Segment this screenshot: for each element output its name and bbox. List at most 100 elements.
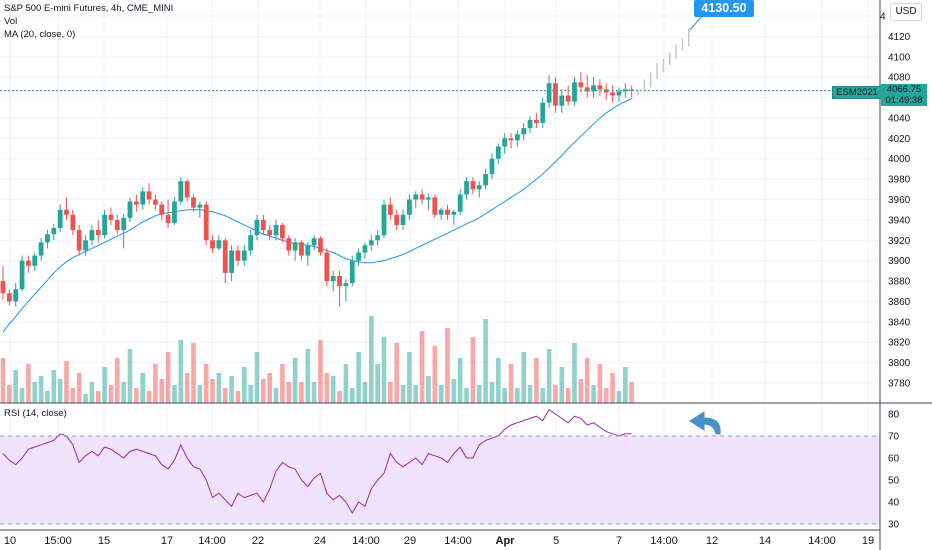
candle-body (349, 260, 355, 284)
candle-body (597, 85, 603, 90)
volume-bars (0, 316, 634, 403)
volume-bar (553, 385, 558, 403)
time-tick-label: 15 (98, 535, 110, 547)
volume-bar (451, 379, 457, 403)
candle-body (483, 174, 488, 186)
candle-body (165, 214, 171, 223)
candle-body (381, 204, 387, 236)
candle-body (565, 95, 571, 102)
candle-body (343, 283, 349, 287)
candle-body (311, 238, 317, 246)
price-tick-label: 3980 (888, 175, 911, 186)
candle-body (394, 214, 400, 225)
volume-bar (286, 382, 292, 403)
volume-bar (76, 373, 82, 403)
volume-bar (362, 382, 368, 403)
volume-bar (38, 376, 44, 403)
volume-legend: Vol (4, 16, 18, 27)
candle-body (222, 240, 228, 273)
candle-body (292, 242, 298, 251)
volume-bar (394, 343, 399, 403)
candle-body (19, 260, 25, 290)
currency-button[interactable]: USD (890, 3, 922, 21)
candle-body (26, 260, 31, 266)
candle-body (540, 102, 546, 124)
volume-bar (7, 385, 12, 403)
candle-body (584, 87, 590, 92)
volume-bar (292, 358, 298, 403)
candle-body (432, 197, 438, 215)
rsi-tick-label: 60 (888, 454, 900, 465)
volume-bar (546, 349, 552, 403)
volume-bar (591, 385, 596, 403)
volume-bar (305, 349, 311, 403)
volume-bar (26, 364, 31, 403)
candle-body (248, 235, 254, 251)
rsi-axis[interactable]: 30 40 50 60 70 80 (888, 410, 900, 531)
volume-bar (470, 337, 476, 403)
volume-bar (89, 382, 95, 403)
volume-bar (57, 379, 63, 403)
chart-title: S&P 500 E-mini Futures, 4h, CME_MINI (4, 3, 174, 14)
price-tick-label: 3940 (888, 215, 911, 226)
volume-bar (445, 328, 450, 403)
volume-bar (381, 337, 387, 403)
candle-body (603, 89, 609, 93)
candle-body (578, 82, 584, 88)
volume-bar (115, 358, 120, 403)
candle-body (172, 201, 177, 223)
candle-body (629, 89, 635, 91)
candle-body (108, 214, 114, 220)
volume-bar (229, 376, 234, 403)
volume-bar (235, 391, 241, 403)
volume-bar (521, 352, 526, 403)
curved-arrow-icon (689, 411, 721, 435)
volume-bar (134, 388, 139, 403)
candle-body (229, 250, 234, 273)
volume-bar (178, 340, 184, 403)
candle-body (330, 275, 336, 282)
volume-bar (572, 343, 577, 403)
volume-bar (83, 394, 88, 403)
time-tick-label: 29 (404, 535, 416, 547)
volume-bar (502, 388, 507, 403)
rsi-legend: RSI (14, close) (4, 408, 67, 419)
volume-bar (559, 367, 565, 403)
time-tick-label: Apr (496, 535, 516, 547)
volume-bar (432, 346, 438, 403)
candle-body (591, 85, 596, 92)
candle-body (438, 209, 444, 215)
candle-body (95, 230, 101, 236)
rsi-tick-label: 30 (888, 520, 900, 531)
volume-bar (153, 364, 158, 403)
volume-bar (540, 388, 546, 403)
candle-body (387, 204, 393, 215)
candle-body (286, 238, 292, 251)
time-tick-label: 7 (616, 535, 622, 547)
volume-bar (280, 364, 285, 403)
volume-bar (610, 373, 615, 403)
volume-bar (51, 370, 57, 403)
volume-bar (248, 385, 253, 403)
price-tick-label: 3880 (888, 277, 911, 288)
time-tick-label: 17 (161, 535, 173, 547)
price-tick-label: 4 (880, 12, 886, 23)
candle-body (489, 158, 495, 175)
candle-body (0, 281, 6, 294)
time-axis[interactable]: 10 15:00 15 17 14:00 22 24 14:00 29 14:00 Apr 5 7 14:… (4, 535, 874, 547)
candle-body (464, 181, 469, 195)
candle-body (476, 185, 482, 190)
volume-bar (261, 379, 266, 403)
time-tick-label: 24 (314, 535, 326, 547)
price-tick-label: 4020 (888, 134, 911, 145)
price-tick-label: 3820 (888, 338, 911, 349)
volume-bar (108, 385, 114, 403)
time-tick-label: 14:00 (444, 535, 472, 547)
candle-body (184, 181, 190, 198)
candle-body (451, 211, 457, 215)
volume-bar (476, 385, 482, 403)
volume-bar (95, 391, 101, 403)
price-axis[interactable]: 3780 3800 3820 3840 3860 3880 3900 3920 3940 3960… (880, 12, 911, 390)
volume-bar (184, 373, 190, 403)
